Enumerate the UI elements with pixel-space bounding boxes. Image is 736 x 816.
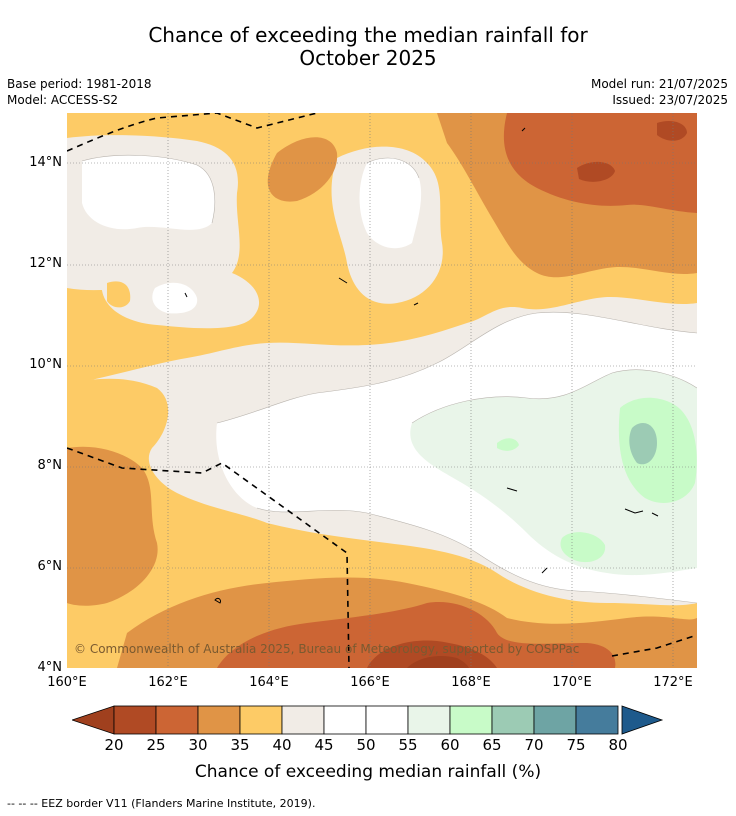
eez-borders: [67, 113, 697, 668]
lon-label: 168°E: [451, 675, 491, 690]
band-25-30-s: [217, 602, 616, 668]
colorbar-cell-40-45: [281, 705, 325, 735]
colorbar-cell-75-80: [575, 705, 619, 735]
footnote: -- -- -- EEZ border V11 (Flanders Marine…: [7, 797, 316, 810]
colorbar-cell-60-65: [449, 705, 493, 735]
lat-label: 14°N: [29, 155, 62, 170]
colorbar-tick: 25: [146, 736, 166, 754]
band-30-35-blob: [267, 137, 338, 202]
islands: [184, 127, 659, 604]
graticule: [67, 113, 697, 668]
map-title-line2: October 2025: [299, 46, 437, 70]
colorbar-tick: 65: [482, 736, 502, 754]
band-below-20-s: [407, 656, 469, 668]
rainfall-map: © Commonwealth of Australia 2025, Bureau…: [67, 113, 697, 668]
band-20-25-ne2: [577, 161, 615, 182]
lat-label: 8°N: [37, 458, 63, 473]
band-45-50-w: [152, 282, 198, 314]
issued-date: Issued: 23/07/2025: [612, 93, 728, 107]
colorbar-cell-30-35: [197, 705, 241, 735]
colorbar-tick: 50: [356, 736, 376, 754]
lon-label: 160°E: [47, 675, 87, 690]
lon-label: 166°E: [350, 675, 390, 690]
colorbar-below-20: [72, 705, 115, 735]
lon-label: 164°E: [249, 675, 289, 690]
lat-label: 4°N: [37, 660, 63, 675]
band-60-65-b: [560, 532, 606, 563]
band-20-25-s: [367, 640, 497, 668]
band-35-40-patch: [107, 281, 131, 308]
colorbar-cells: [113, 705, 619, 735]
colorbar-above-80: [621, 705, 664, 735]
colorbar-tick: 60: [440, 736, 460, 754]
colorbar-tick: 20: [104, 736, 124, 754]
colorbar-tick: 55: [398, 736, 418, 754]
base-period: Base period: 1981-2018: [7, 77, 152, 91]
colorbar: [72, 705, 664, 735]
colorbar-tick: 30: [188, 736, 208, 754]
model-name: Model: ACCESS-S2: [7, 93, 119, 107]
colorbar-cell-50-55: [365, 705, 409, 735]
band-45-50-mid: [359, 158, 422, 249]
lat-label: 12°N: [29, 256, 62, 271]
map-copyright: © Commonwealth of Australia 2025, Bureau…: [74, 642, 579, 656]
colorbar-cell-70-75: [533, 705, 577, 735]
colorbar-label: Chance of exceeding median rainfall (%): [194, 762, 542, 782]
band-65-70: [629, 423, 657, 465]
contour-lines: [81, 154, 697, 604]
colorbar-tick: 70: [524, 736, 544, 754]
colorbar-cell-55-60: [407, 705, 451, 735]
colorbar-cell-25-30: [155, 705, 199, 735]
map-title-line1: Chance of exceeding the median rainfall …: [148, 23, 588, 47]
colorbar-cell-45-50: [323, 705, 367, 735]
lon-label: 162°E: [148, 675, 188, 690]
colorbar-tick: 75: [566, 736, 586, 754]
colorbar-tick: 80: [608, 736, 628, 754]
lon-label: 170°E: [552, 675, 592, 690]
colorbar-tick: 40: [272, 736, 292, 754]
colorbar-cell-65-70: [491, 705, 535, 735]
band-20-25-ne: [657, 121, 687, 141]
colorbar-tick: 35: [230, 736, 250, 754]
colorbar-cell-20-25: [113, 705, 157, 735]
colorbar-tick: 45: [314, 736, 334, 754]
model-run: Model run: 21/07/2025: [590, 77, 728, 91]
lat-label: 10°N: [29, 357, 62, 372]
band-45-50-nw: [82, 155, 215, 230]
lat-label: 6°N: [37, 559, 63, 574]
band-30-35-sw: [67, 446, 158, 606]
band-60-65-c: [497, 438, 519, 451]
colorbar-cell-35-40: [239, 705, 283, 735]
lon-label: 172°E: [653, 675, 693, 690]
